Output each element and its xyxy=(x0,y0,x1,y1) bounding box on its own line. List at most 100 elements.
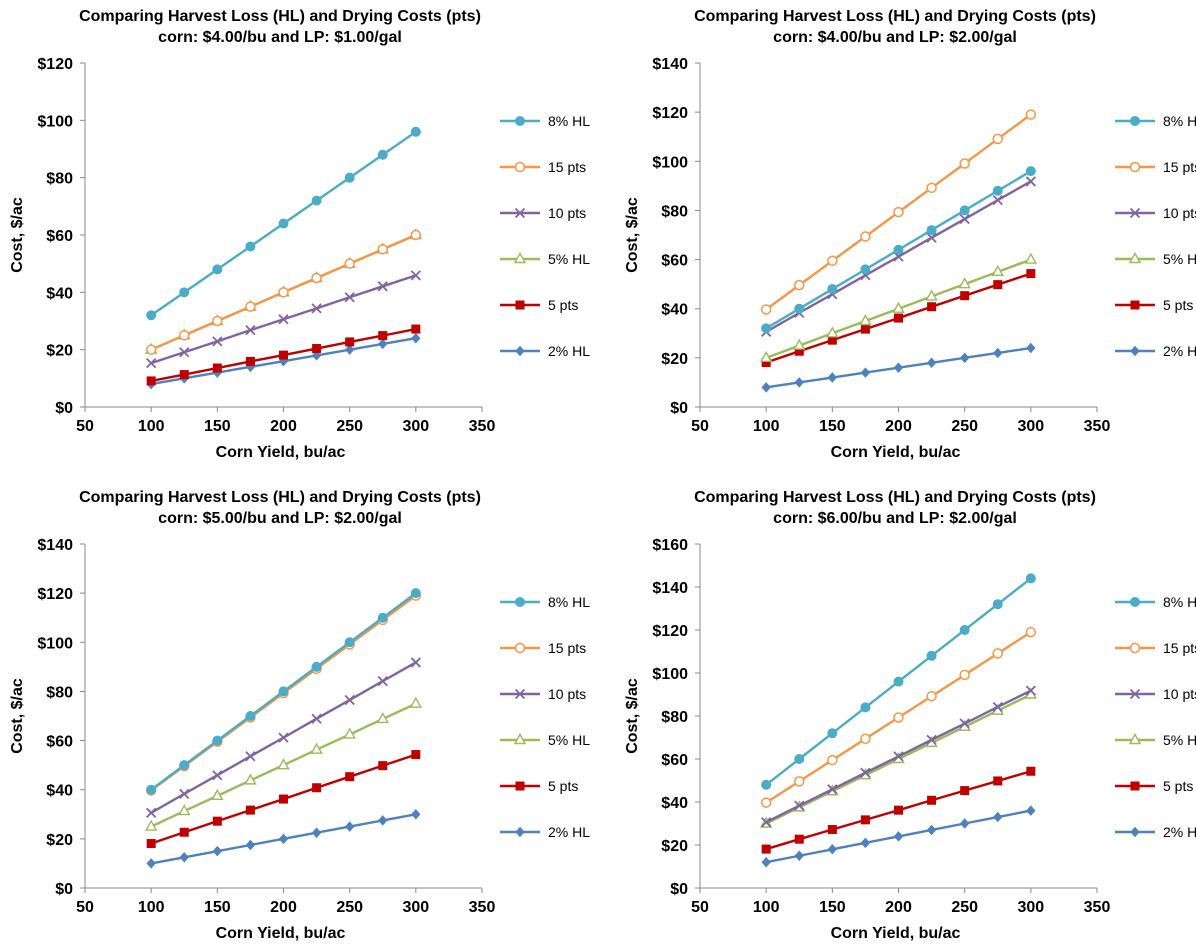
data-point xyxy=(146,784,157,795)
legend-marker xyxy=(515,345,525,357)
data-point xyxy=(827,284,838,295)
data-point xyxy=(378,761,388,771)
data-point xyxy=(146,310,157,321)
data-point xyxy=(992,701,1003,713)
data-point xyxy=(959,718,970,729)
legend-marker xyxy=(515,826,525,838)
legend-marker xyxy=(1129,642,1141,654)
data-point xyxy=(926,182,937,194)
legend-item: 8% HL xyxy=(500,113,590,129)
data-point xyxy=(377,675,388,687)
data-point xyxy=(893,751,904,762)
data-point xyxy=(959,669,970,681)
chart-title: Comparing Harvest Loss (HL) and Drying C… xyxy=(694,489,1096,506)
data-point xyxy=(959,158,970,169)
data-point xyxy=(179,760,190,771)
data-point xyxy=(146,376,156,386)
legend-item: 10 pts xyxy=(500,205,586,221)
data-point xyxy=(993,811,1003,823)
data-point xyxy=(343,727,356,739)
data-point xyxy=(860,815,870,825)
chart-svg-2: Comparing Harvest Loss (HL) and Drying C… xyxy=(624,8,1196,461)
x-tick-label: 250 xyxy=(336,418,363,435)
data-point xyxy=(860,231,871,242)
y-tick-label: $20 xyxy=(661,351,688,368)
data-point xyxy=(794,834,804,844)
series-5-pts xyxy=(146,324,421,386)
data-point xyxy=(894,805,903,815)
data-point xyxy=(993,280,1003,290)
data-point xyxy=(311,713,322,724)
y-tick-label: $60 xyxy=(661,253,688,270)
chart-subtitle: corn: $5.00/bu and LP: $2.00/gal xyxy=(158,510,402,527)
legend-marker xyxy=(1129,207,1141,219)
data-point xyxy=(827,728,838,739)
data-point xyxy=(212,735,223,746)
data-point xyxy=(794,754,805,764)
data-point xyxy=(992,185,1003,196)
data-point xyxy=(761,323,772,334)
data-point xyxy=(344,821,355,832)
data-point xyxy=(1025,573,1036,584)
legend-label: 5% HL xyxy=(1163,732,1196,748)
data-point xyxy=(827,784,838,795)
chart-panel-4: Comparing Harvest Loss (HL) and Drying C… xyxy=(615,481,1196,952)
data-point xyxy=(760,304,772,315)
x-tick-label: 150 xyxy=(204,899,231,916)
y-tick-label: $0 xyxy=(670,881,688,898)
data-point xyxy=(926,357,937,369)
legend-marker xyxy=(1129,688,1141,700)
data-point xyxy=(377,149,388,160)
data-point xyxy=(927,795,937,805)
data-point xyxy=(179,347,190,358)
data-point xyxy=(1025,176,1036,187)
data-point xyxy=(245,751,256,762)
x-tick-label: 100 xyxy=(753,899,780,916)
data-point xyxy=(278,287,289,298)
chart-subtitle: corn: $4.00/bu and LP: $1.00/gal xyxy=(158,29,402,46)
data-point xyxy=(244,773,257,785)
x-tick-label: 50 xyxy=(76,418,94,435)
data-point xyxy=(860,324,870,334)
data-point xyxy=(278,355,289,367)
data-point xyxy=(827,372,838,383)
data-point xyxy=(960,291,970,301)
data-point xyxy=(827,825,837,835)
data-point xyxy=(894,313,903,323)
data-point xyxy=(761,817,772,828)
series-10-pts xyxy=(761,685,1036,828)
legend-item: 5% HL xyxy=(500,251,590,267)
legend-label: 2% HL xyxy=(548,343,590,359)
x-tick-label: 200 xyxy=(885,899,912,916)
y-tick-label: $60 xyxy=(46,734,73,751)
x-tick-label: 150 xyxy=(204,418,231,435)
data-point xyxy=(926,225,937,236)
y-tick-label: $20 xyxy=(46,832,73,849)
y-tick-label: $160 xyxy=(652,537,688,554)
data-point xyxy=(1026,269,1036,279)
data-point xyxy=(411,324,421,334)
series-5-hl xyxy=(759,252,1038,363)
x-tick-label: 350 xyxy=(1084,418,1111,435)
data-point xyxy=(859,314,872,326)
x-tick-label: 300 xyxy=(1017,418,1044,435)
data-point xyxy=(212,363,222,373)
y-tick-label: $80 xyxy=(46,171,73,188)
x-tick-label: 150 xyxy=(819,899,846,916)
y-tick-label: $120 xyxy=(652,623,688,640)
data-point xyxy=(925,289,938,301)
legend-label: 5 pts xyxy=(1163,778,1193,794)
data-point xyxy=(245,325,256,336)
data-point xyxy=(793,338,806,350)
data-point xyxy=(211,788,224,801)
data-point xyxy=(411,750,421,760)
y-tick-label: $120 xyxy=(37,56,73,73)
y-tick-label: $120 xyxy=(652,105,688,122)
data-point xyxy=(1026,342,1036,354)
y-tick-label: $80 xyxy=(661,709,688,726)
data-point xyxy=(1025,685,1036,696)
y-tick-label: $0 xyxy=(670,400,688,417)
series-8-hl xyxy=(761,573,1036,790)
y-tick-label: $100 xyxy=(652,154,688,171)
x-tick-label: 300 xyxy=(1017,899,1044,916)
